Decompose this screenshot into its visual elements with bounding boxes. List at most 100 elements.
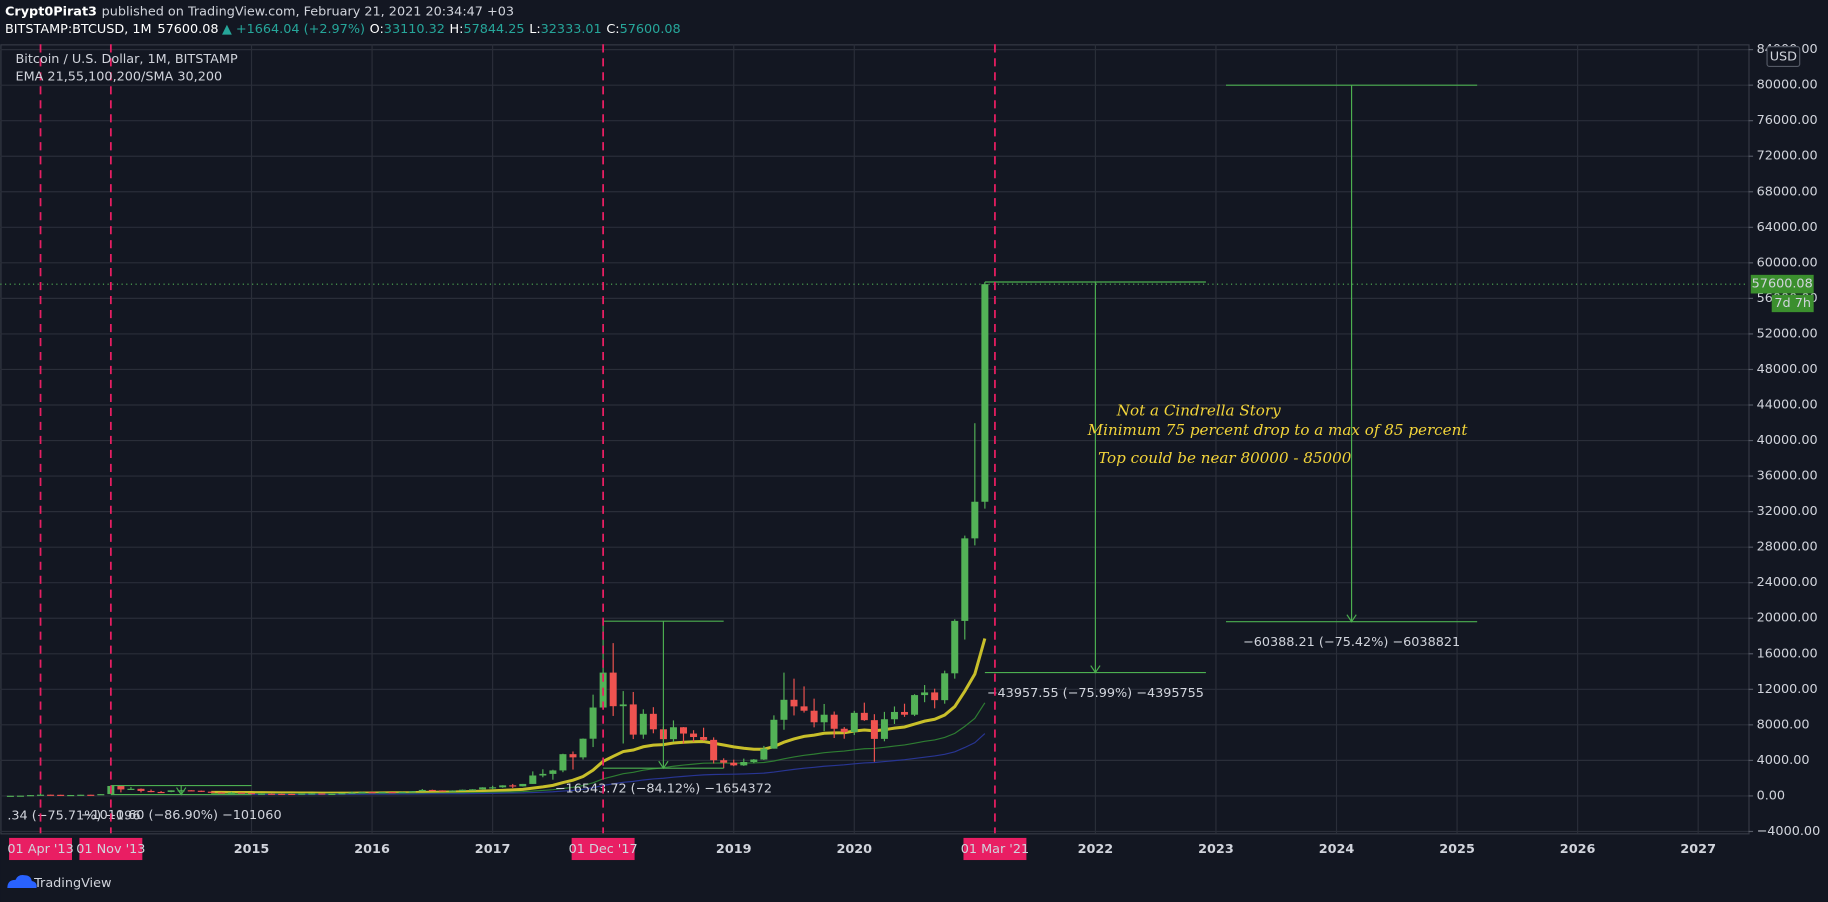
candle-body	[268, 793, 276, 795]
marker-box	[9, 837, 72, 861]
marker-label: 01 Mar '21	[961, 842, 1029, 857]
candle-body	[458, 789, 466, 791]
published: published on TradingView.com, February 2…	[102, 4, 514, 19]
x-tick-label: 2024	[1319, 842, 1355, 857]
candle-body	[217, 792, 225, 794]
candle-body	[398, 791, 406, 794]
candle-body	[639, 713, 647, 735]
candle-body	[388, 792, 396, 794]
candle-body	[308, 793, 316, 795]
candle-body	[248, 793, 256, 795]
candle-body	[911, 695, 919, 715]
candle-body	[850, 712, 858, 733]
candle-body	[258, 793, 266, 795]
candle-body	[438, 790, 446, 792]
candle-body	[77, 794, 85, 796]
candle-body	[921, 692, 929, 696]
y-tick-label: 0.00	[1757, 788, 1786, 803]
candle-body	[609, 672, 617, 707]
y-tick-label: 4000.00	[1757, 753, 1810, 768]
candle-body	[278, 793, 286, 795]
candle-body	[931, 692, 939, 701]
candle-body	[338, 793, 346, 795]
candle-body	[710, 739, 718, 761]
candle-body	[67, 794, 75, 797]
candle-body	[519, 783, 527, 787]
annotation: Not a Cindrella Story	[1116, 401, 1281, 419]
candle-body	[87, 794, 95, 796]
marker-label: 01 Nov '13	[76, 842, 145, 857]
candle-body	[971, 501, 979, 539]
candle-body	[47, 794, 55, 796]
high: 57844.25	[463, 22, 524, 37]
candle-body	[750, 759, 758, 762]
candle-body	[669, 727, 677, 740]
price-badge-label: 57600.08	[1752, 277, 1813, 292]
candle-body	[629, 704, 637, 735]
candle-body	[549, 770, 557, 774]
candle-body	[680, 727, 687, 734]
candle-body	[479, 787, 487, 790]
ohlc-key: H:	[450, 22, 464, 37]
logo	[7, 875, 37, 889]
header-line: Crypt0Pirat3 published on TradingView.com…	[5, 4, 514, 19]
candle-body	[539, 773, 547, 776]
candle-body	[157, 791, 165, 794]
marks: −1010.60 (−86.90%) −101060 −16543.72 (−84…	[0, 44, 1749, 834]
candle-body	[6, 795, 14, 797]
countdown-label: 7d 7h	[1774, 296, 1811, 311]
measure-label: −60388.21 (−75.42%) −6038821	[1243, 635, 1460, 650]
candle-body	[227, 792, 235, 794]
candle-body	[529, 775, 537, 784]
low: 32333.01	[541, 22, 602, 37]
symbol-line: BITSTAMP:BTCUSD, 1M 57600.08 ▲ +1664.04 (+…	[5, 22, 681, 37]
ohlc-key: C:	[606, 22, 619, 37]
x-tick-label: 2020	[836, 842, 872, 857]
candle-body	[690, 733, 698, 738]
x-tick-label: 2025	[1439, 842, 1475, 857]
candle-body	[408, 791, 416, 793]
candle-body	[870, 720, 878, 739]
candle-body	[579, 738, 587, 758]
y-tick-label: 44000.00	[1757, 398, 1818, 413]
candle-body	[207, 791, 215, 793]
grid	[0, 44, 1749, 834]
y-tick-label: 72000.00	[1757, 149, 1818, 164]
measure-label: −43957.55 (−75.99%) −4395755	[987, 686, 1204, 701]
y-tick-label: 28000.00	[1757, 540, 1818, 555]
ohlc-key: O:	[370, 22, 384, 37]
x-tick-label: 2026	[1560, 842, 1596, 857]
candle-body	[840, 728, 848, 733]
arrow-head	[1346, 614, 1357, 623]
candle-body	[117, 785, 125, 790]
annotation: Top could be near 80000 - 85000	[1098, 449, 1352, 467]
y-tick-label: 76000.00	[1757, 113, 1818, 128]
candle-body	[810, 710, 818, 723]
candle-body	[800, 706, 808, 711]
candle-body	[167, 790, 175, 792]
plot-border	[0, 44, 1750, 835]
symbol: BITSTAMP:BTCUSD, 1M	[5, 22, 152, 37]
y-tick-label: −4000.00	[1757, 824, 1821, 839]
candle-body	[469, 789, 477, 791]
x-tick-label: 2019	[716, 842, 752, 857]
measure-label: .34 (−75.71%) −196	[7, 808, 140, 823]
change: ▲ +1664.04 (+2.97%)	[222, 22, 365, 37]
candle-body	[619, 704, 627, 707]
candle-body	[780, 699, 788, 720]
candle-body	[499, 785, 507, 788]
chart-title: Bitcoin / U.S. Dollar, 1M, BITSTAMP	[15, 52, 237, 67]
candle-body	[237, 792, 245, 794]
candle-body	[700, 737, 708, 740]
arrow-head	[1090, 665, 1101, 674]
candle-body	[961, 538, 969, 621]
x-tick-label: 2017	[475, 842, 511, 857]
candle-body	[197, 790, 205, 792]
candle-body	[890, 711, 898, 720]
candle-body	[147, 790, 155, 793]
y-tick-label: 20000.00	[1757, 611, 1818, 626]
y-tick-label: 80000.00	[1757, 78, 1818, 93]
candle-body	[368, 792, 376, 794]
candle-body	[770, 719, 778, 749]
candle-body	[318, 793, 326, 795]
